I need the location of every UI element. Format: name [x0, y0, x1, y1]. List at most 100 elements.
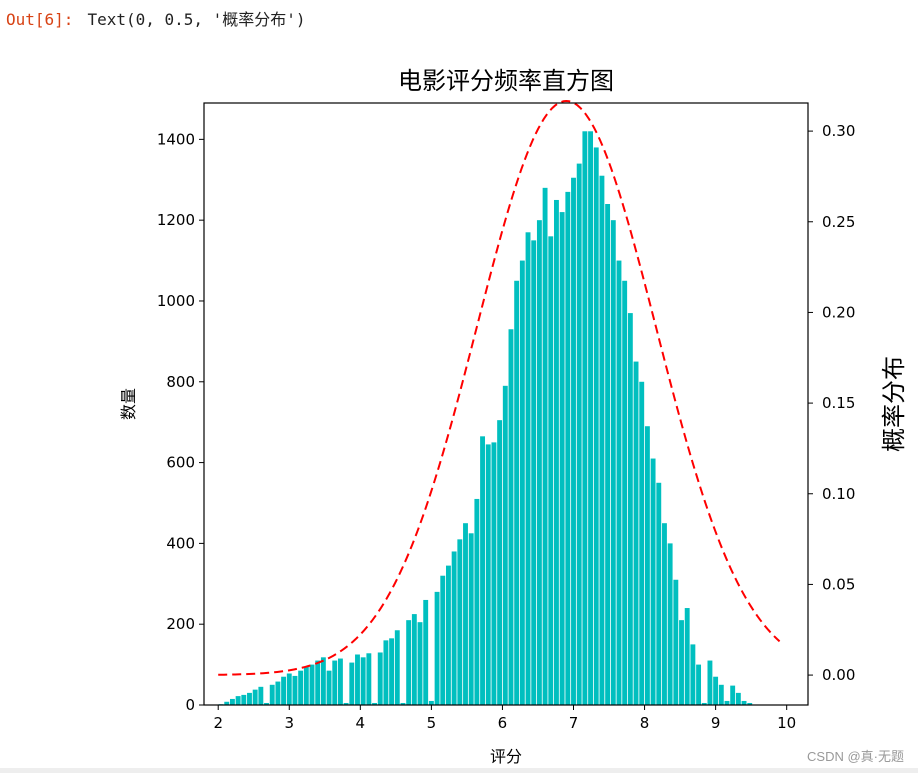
histogram-bar — [673, 579, 679, 705]
y-tick-label: 1200 — [157, 211, 195, 229]
y2-tick-label: 0.20 — [822, 303, 855, 321]
histogram-bar — [531, 240, 537, 705]
histogram-bar — [332, 660, 338, 705]
histogram-bar — [508, 329, 514, 705]
histogram-bar — [571, 177, 576, 705]
histogram-bar — [269, 684, 275, 705]
histogram-bar — [468, 533, 474, 705]
histogram-bar — [383, 640, 389, 705]
histogram-bar — [525, 232, 531, 706]
histogram-bar — [377, 652, 383, 705]
histogram-bar — [224, 701, 230, 705]
histogram-bar — [360, 657, 366, 705]
x-tick-label: 3 — [284, 714, 294, 732]
histogram-bar — [633, 361, 639, 705]
histogram-bar — [400, 702, 406, 705]
histogram-bar — [627, 313, 633, 705]
histogram-bar — [576, 163, 582, 706]
y2-tick-label: 0.15 — [822, 394, 855, 412]
histogram-bar — [258, 686, 264, 705]
histogram-bar — [286, 673, 292, 705]
histogram-bar — [747, 702, 753, 705]
histogram-bar — [372, 702, 377, 705]
histogram-bar — [241, 694, 247, 705]
histogram-bar — [480, 436, 485, 705]
histogram-bar — [690, 644, 696, 705]
chart-title: 电影评分频率直方图 — [398, 67, 614, 95]
histogram-bar — [474, 498, 480, 705]
y-tick-label: 800 — [166, 373, 195, 391]
histogram-bar — [309, 664, 315, 705]
y2-tick-label: 0.10 — [822, 485, 855, 503]
histogram-bar — [417, 622, 423, 705]
histogram-bar — [463, 523, 468, 705]
histogram-bar — [718, 684, 724, 705]
histogram-bar — [605, 204, 611, 705]
histogram-bar — [337, 658, 343, 705]
histogram-bar — [428, 700, 434, 705]
watermark: CSDN @真·无题 — [807, 749, 904, 764]
y2-tick-label: 0.25 — [822, 213, 855, 231]
x-tick-label: 6 — [498, 714, 508, 732]
histogram-bar — [616, 260, 622, 705]
histogram-bar — [730, 685, 736, 705]
bars-group — [218, 131, 753, 706]
histogram-bar — [701, 702, 707, 705]
histogram-bar — [684, 608, 690, 705]
histogram-bar — [423, 599, 429, 705]
x-axis: 2 3 4 5 6 7 8 9 10 — [213, 705, 796, 732]
histogram-bar — [593, 147, 599, 706]
histogram-bar — [588, 131, 594, 706]
histogram-bar — [389, 638, 395, 705]
histogram-bar — [662, 523, 667, 705]
histogram-bar — [741, 700, 747, 705]
histogram-bar — [411, 614, 417, 705]
x-tick-label: 4 — [356, 714, 366, 732]
histogram-bar — [446, 565, 451, 705]
x-tick-label: 5 — [427, 714, 437, 732]
x-tick-label: 10 — [777, 714, 796, 732]
histogram-bar — [292, 675, 298, 705]
histogram-bar — [536, 220, 542, 705]
output-text: Text(0, 0.5, '概率分布') — [87, 10, 306, 29]
histogram-bar — [457, 539, 463, 705]
histogram-bar — [355, 654, 360, 705]
histogram-bar — [542, 187, 548, 705]
x-tick-label: 7 — [569, 714, 579, 732]
y2-tick-label: 0.00 — [822, 666, 855, 684]
histogram-bar — [565, 191, 571, 705]
histogram-bar — [315, 660, 321, 705]
x-tick-label: 2 — [213, 714, 223, 732]
histogram-bar — [559, 212, 565, 705]
histogram-bar — [679, 620, 684, 705]
histogram-bar — [724, 700, 730, 705]
histogram-bar — [644, 426, 650, 705]
histogram-bar — [554, 199, 559, 706]
output-line: Out[6]: Text(0, 0.5, '概率分布') — [6, 6, 306, 30]
histogram-bar — [366, 653, 372, 705]
y-tick-label: 1400 — [157, 130, 195, 148]
y-axis-right: 0.00 0.05 0.10 0.15 0.20 0.25 0.30 — [808, 122, 855, 684]
y-tick-label: 0 — [185, 696, 195, 714]
histogram-bar — [343, 702, 349, 705]
histogram-bar — [707, 660, 713, 705]
histogram-bar — [582, 131, 588, 706]
y-axis-left: 0 200 400 600 800 1000 1200 1400 — [157, 130, 204, 714]
histogram-bar — [519, 260, 525, 705]
y-tick-label: 600 — [166, 454, 195, 472]
histogram-bar — [303, 666, 309, 705]
histogram-bar — [394, 630, 400, 705]
histogram-bar — [229, 698, 235, 705]
histogram-bar — [320, 657, 326, 705]
histogram-bar — [622, 280, 628, 705]
histogram-bar — [247, 692, 252, 705]
histogram-bar — [650, 458, 656, 705]
y2-tick-label: 0.30 — [822, 122, 855, 140]
histogram-bar — [610, 220, 616, 705]
y-tick-label: 1000 — [157, 292, 195, 310]
histogram-bar — [485, 444, 491, 705]
histogram-bar — [514, 280, 520, 705]
histogram-bar — [264, 702, 269, 705]
x-tick-label: 8 — [640, 714, 650, 732]
histogram-bar — [281, 676, 287, 705]
